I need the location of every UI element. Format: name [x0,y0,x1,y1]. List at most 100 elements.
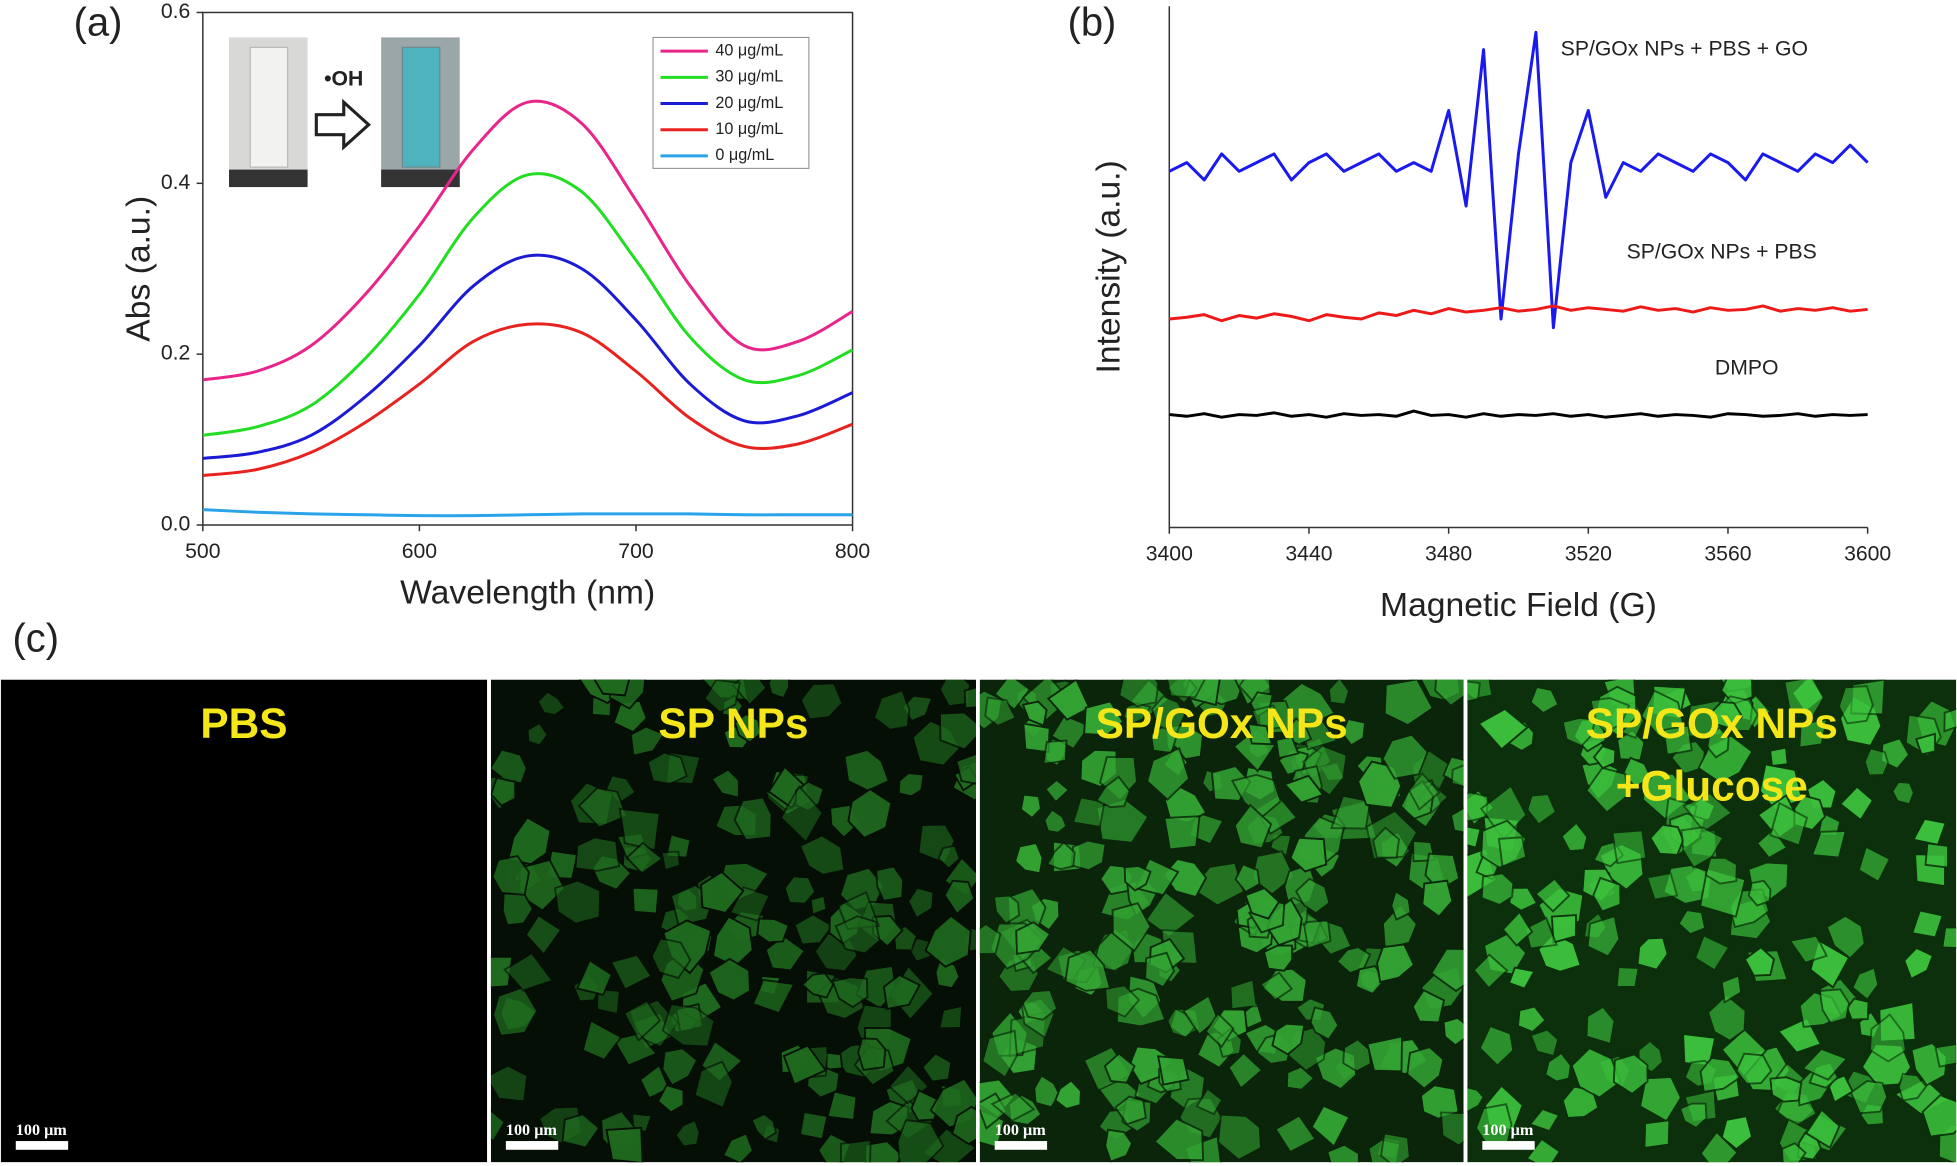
cell [1849,1079,1889,1115]
cell [1525,1137,1562,1163]
cell [703,679,742,714]
series-line [1168,30,1869,330]
cell [782,1044,828,1086]
cell [1083,700,1125,737]
cell [751,978,796,1015]
cell [1103,1052,1136,1084]
cell [1015,921,1052,955]
cell [1144,951,1176,989]
cell [1439,1111,1464,1147]
x-tick-label: 3400 [1146,543,1193,566]
cell [1406,1046,1445,1090]
cell [625,841,664,875]
cell [1195,1087,1224,1116]
cell [707,957,751,1002]
cell [700,870,745,914]
cell [1910,909,1944,939]
cell [1585,766,1629,814]
cell [955,752,977,785]
cell [1544,1051,1572,1083]
cell [1327,679,1351,706]
cell [1467,825,1482,849]
cell [783,875,817,905]
cell [1227,1051,1264,1090]
cell [1639,1075,1683,1123]
panel-label: (b) [1068,0,1117,44]
cell [721,1132,755,1163]
series-line [202,172,854,437]
cell [1289,836,1328,873]
cell [1380,1132,1411,1163]
cell [1585,1005,1616,1046]
cell [1643,1119,1671,1149]
cell [491,854,530,896]
cell [1941,926,1957,949]
cuvette [249,46,289,168]
cell [1711,701,1744,730]
cell [1472,953,1509,990]
cell [1943,707,1957,733]
cell [939,711,977,751]
cell [1204,1011,1235,1049]
cell [799,682,844,721]
cell [882,973,921,1011]
cell [693,1060,734,1110]
cell [1838,785,1875,822]
cell [611,1032,659,1067]
cell [1309,1006,1340,1041]
y-tick-label: 0.0 [161,513,190,536]
cell [951,1105,977,1146]
cell [1122,702,1152,725]
legend: 40 μg/mL 30 μg/mL 20 μg/mL 10 μg/mL 0 μg/mL [652,36,810,169]
cell [1111,902,1152,953]
cell [1042,739,1068,766]
cell [1825,914,1866,960]
cell [963,686,977,710]
cell [809,894,828,916]
cell [1262,944,1294,972]
cell [1271,1022,1306,1056]
cell [1798,718,1829,749]
cell [1434,679,1464,708]
cell [618,807,661,852]
panel-label: (a) [74,0,123,44]
cell [1589,697,1631,734]
cell [1064,948,1112,992]
cell [1662,724,1693,756]
series-line [1169,304,1868,323]
series-line [202,253,854,460]
cell [984,696,1017,727]
cell [1411,988,1446,1024]
arrow [314,98,372,151]
cell [1897,1072,1928,1102]
cell [934,955,961,990]
cell [990,1091,1036,1122]
cell [1747,879,1772,907]
cell [1449,806,1464,834]
cell [1720,1115,1754,1151]
cell [938,679,971,708]
cell [1467,791,1490,823]
cell [1934,1043,1957,1068]
cell [1244,887,1281,920]
cell [1280,681,1337,725]
cell [1915,732,1937,756]
cell [575,958,614,996]
cell [1783,679,1825,720]
cell [1044,778,1071,804]
cell [1769,746,1789,767]
plot-frame [202,11,854,526]
x-tick-label: 3480 [1425,543,1472,566]
scale-bar [994,1141,1048,1150]
cell [1342,1038,1372,1073]
cell [1755,827,1789,860]
x-tick-label: 500 [185,540,220,563]
cell [609,953,653,991]
cell [1234,863,1261,894]
cell [872,689,911,731]
cell [1258,971,1294,1002]
cell [1621,756,1653,789]
cell [1477,707,1529,751]
scale-bar-label: 100 μm [16,1121,68,1139]
x-tick-label: 3600 [1844,543,1891,566]
